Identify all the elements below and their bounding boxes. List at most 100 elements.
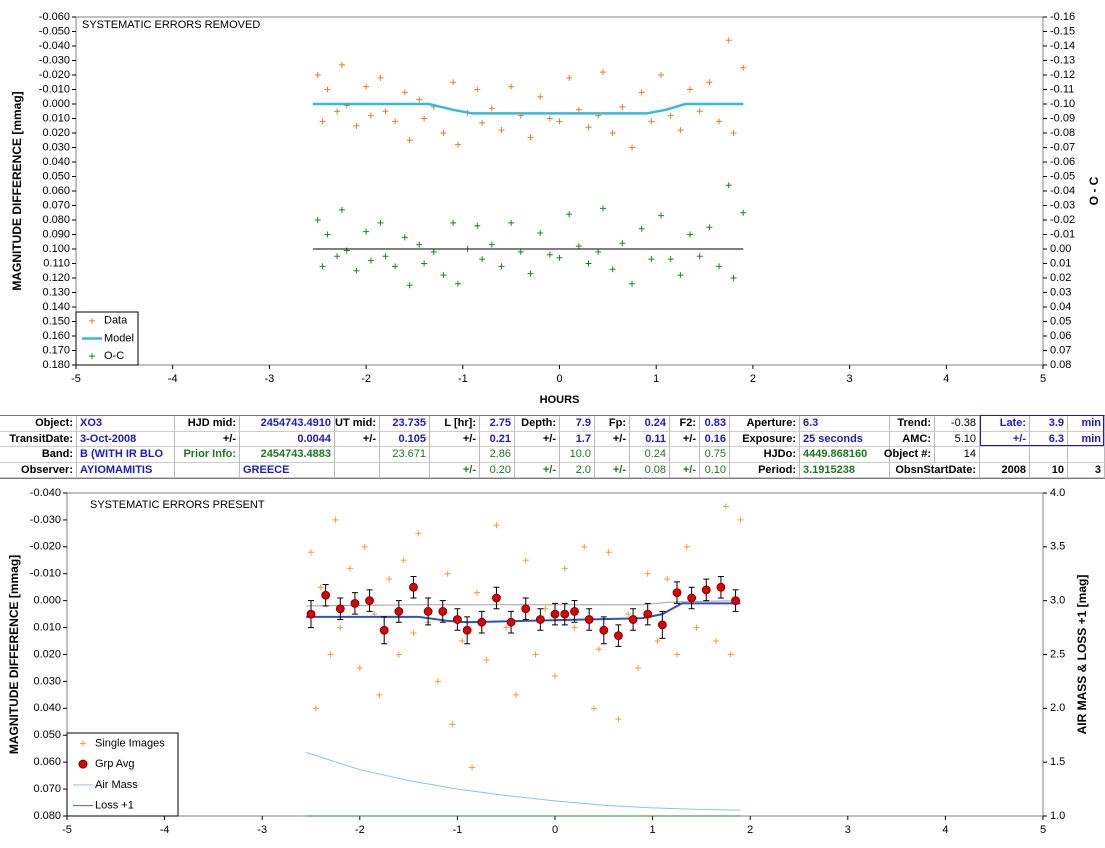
group-average xyxy=(438,607,448,616)
data-point xyxy=(334,253,341,260)
data-point xyxy=(317,584,324,591)
y2-tick-label: -0.13 xyxy=(1050,54,1075,66)
label-cell: +/- xyxy=(515,462,560,478)
value-cell: GREECE xyxy=(240,462,335,478)
y2-tick-label: -0.05 xyxy=(1050,170,1075,182)
data-point xyxy=(581,543,588,550)
y-tick-label: 0.080 xyxy=(42,214,70,226)
x-tick-label: 3 xyxy=(845,824,851,836)
empty-cell xyxy=(1068,447,1105,463)
y2-tick-label: 0.03 xyxy=(1050,286,1071,298)
data-point xyxy=(575,243,582,250)
data-point xyxy=(591,705,598,712)
legend-symbol xyxy=(89,317,95,324)
value-cell: B (WITH IR BLO xyxy=(77,447,175,463)
data-point xyxy=(561,565,568,572)
data-point xyxy=(347,565,354,572)
group-average xyxy=(350,598,360,608)
value-cell: 0.0044 xyxy=(240,431,335,447)
data-point xyxy=(575,106,582,113)
value-cell: 3-Oct-2008 xyxy=(77,431,175,447)
label-cell: +/- xyxy=(430,431,480,447)
data-point xyxy=(508,83,515,90)
y2-tick-label: -0.07 xyxy=(1050,141,1075,153)
data-point xyxy=(353,122,360,129)
data-point xyxy=(517,248,524,255)
y-tick-label: 0.060 xyxy=(33,756,61,768)
value-cell: 3.1915238 xyxy=(800,462,890,478)
label-cell: Depth: xyxy=(515,416,560,432)
y-tick-label: 0.000 xyxy=(33,595,61,607)
data-point xyxy=(474,86,481,93)
y-tick-label: 0.000 xyxy=(42,98,70,110)
data-point xyxy=(737,516,744,523)
y-tick-label: 0.130 xyxy=(42,286,70,298)
data-point xyxy=(556,118,563,125)
y-tick-label: 0.060 xyxy=(42,185,70,197)
y2-tick-label: 4.0 xyxy=(1050,487,1065,499)
data-point xyxy=(356,664,363,671)
data-point xyxy=(658,212,665,219)
data-point xyxy=(600,205,607,212)
transit-table: Object: XO3 HJD mid: 2454743.4910 UT mid: 23.… xyxy=(0,415,1105,479)
data-point xyxy=(638,89,645,96)
x-tick-label: 4 xyxy=(942,824,948,836)
label-cell: Band: xyxy=(0,447,77,463)
data-point xyxy=(546,115,553,122)
value-cell: AYIOMAMITIS xyxy=(77,462,175,478)
value-cell: 5.10 xyxy=(935,431,980,447)
data-point xyxy=(444,570,451,577)
plot-area xyxy=(66,492,1044,817)
value-cell: 23.735 xyxy=(380,416,430,432)
x-tick-label: -5 xyxy=(62,824,72,836)
group-average xyxy=(462,625,472,635)
chart-title: SYSTEMATIC ERRORS REMOVED xyxy=(82,19,260,31)
chart-title: SYSTEMATIC ERRORS PRESENT xyxy=(90,499,265,511)
label-cell: +/- xyxy=(175,431,240,447)
data-point xyxy=(677,272,684,279)
y2-tick-label: 0.01 xyxy=(1050,257,1071,269)
y2-tick-label: 0.00 xyxy=(1050,243,1071,255)
y-tick-label: 0.160 xyxy=(42,330,70,342)
value-cell: 10 xyxy=(1030,462,1068,478)
group-average xyxy=(321,590,331,600)
value-cell: 0.105 xyxy=(380,431,430,447)
y-tick-label: -0.040 xyxy=(30,487,61,499)
group-average xyxy=(365,596,374,606)
value-cell: 0.20 xyxy=(480,462,515,478)
y2-tick-label: -0.08 xyxy=(1050,127,1075,139)
y2-tick-label: -0.02 xyxy=(1050,214,1075,226)
data-point xyxy=(727,651,734,658)
x-tick-label: 3 xyxy=(847,373,853,385)
legend-label: Single Images xyxy=(95,737,165,749)
line-series xyxy=(305,752,741,811)
data-point xyxy=(508,219,515,226)
y-tick-label: 0.040 xyxy=(42,156,70,168)
label-cell: L [hr]: xyxy=(430,416,480,432)
group-average xyxy=(306,609,316,619)
data-point xyxy=(440,130,447,136)
group-average xyxy=(379,625,389,635)
legend-symbol xyxy=(89,353,95,360)
value-cell: 2.86 xyxy=(480,447,515,463)
empty-cell xyxy=(1030,447,1068,463)
data-point xyxy=(552,673,558,680)
y2-tick-label: -0.11 xyxy=(1050,83,1074,95)
y2-tick-label: 3.5 xyxy=(1050,541,1065,553)
data-point xyxy=(440,272,447,279)
data-point xyxy=(479,119,486,126)
data-point xyxy=(566,74,573,81)
legend-label: Grp Avg xyxy=(95,758,135,770)
data-point xyxy=(308,549,314,556)
x-tick-label: -5 xyxy=(71,373,81,385)
data-point xyxy=(327,651,334,658)
label-cell: Period: xyxy=(730,462,800,478)
legend-label: Loss +1 xyxy=(95,800,134,812)
label-cell: +/- xyxy=(515,431,560,447)
y-axis-label: MAGNITUDE DIFFERENCE [mmag] xyxy=(7,555,21,754)
value-cell: 7.9 xyxy=(560,416,595,432)
group-average xyxy=(550,609,560,619)
data-point xyxy=(648,118,655,125)
x-tick-label: -4 xyxy=(160,824,170,836)
y-tick-label: 0.070 xyxy=(33,783,61,795)
